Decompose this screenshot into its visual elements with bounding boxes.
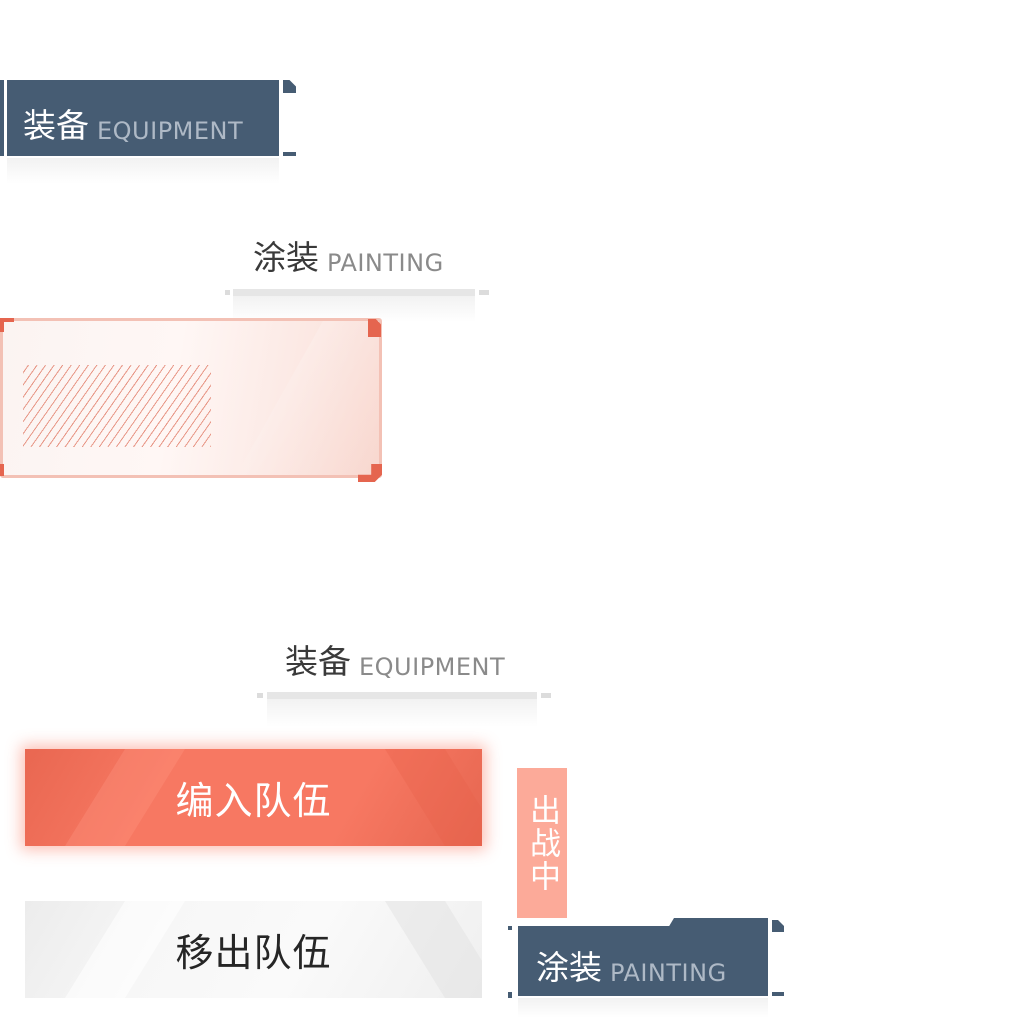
tab-underline-dot [257,693,263,698]
join-team-label: 编入队伍 [175,779,332,823]
frame-corner [0,318,4,332]
tab-corner-tick [508,926,512,930]
tab-label-en: PAINTING [327,249,444,277]
tab-underline-dot [541,693,551,698]
tab-corner-tick [772,920,784,932]
tab-label-cn: 涂装 [536,948,602,987]
tab-equipment-selected[interactable]: 装备 EQUIPMENT [0,78,300,184]
tab-corner-tick [283,80,296,93]
skin-slot-panel[interactable] [0,318,384,486]
tab-corner-tick [0,80,4,156]
panel-facet [233,321,379,475]
tab-shadow [233,296,475,322]
tab-underline [267,692,537,699]
in-battle-badge: 出战中 [517,768,567,918]
frame-corner [0,318,14,322]
tab-corner-tick [772,992,784,996]
tab-equipment-labels: 装备 EQUIPMENT [285,640,506,681]
leave-team-label: 移出队伍 [175,931,332,975]
tab-equipment-unselected[interactable]: 装备 EQUIPMENT [255,638,555,730]
tab-painting-unselected[interactable]: 涂装 PAINTING [225,234,495,324]
tab-label-cn: 涂装 [253,238,319,277]
diagonal-hatch-icon [23,365,211,447]
tab-underline-dot [225,290,230,295]
tab-shadow [518,998,768,1018]
in-battle-badge-text: 出战中 [524,793,560,893]
tab-painting-selected[interactable]: 涂装 PAINTING [508,918,784,1018]
tab-label-en: EQUIPMENT [97,117,244,145]
tab-label-en: PAINTING [610,959,727,987]
tab-painting-labels: 涂装 PAINTING [253,236,444,277]
tab-corner-tick [508,992,512,998]
button-facet [25,749,482,846]
skin-slot-frame [0,318,382,478]
tab-shadow [267,699,537,727]
tab-underline-dot [479,290,489,295]
tab-equipment-body: 装备 EQUIPMENT [7,80,279,156]
join-team-button[interactable]: 编入队伍 [25,749,482,846]
tab-underline [233,289,475,296]
frame-corner [368,319,381,337]
tab-corner-tick [283,152,296,156]
tab-label-cn: 装备 [285,642,351,681]
tab-label-cn: 装备 [23,106,89,145]
tab-shadow [7,158,279,184]
frame-corner [0,464,4,476]
tab-painting-body: 涂装 PAINTING [518,926,768,996]
leave-team-button[interactable]: 移出队伍 [25,901,482,998]
tab-corner-tick [668,918,768,928]
tab-label-en: EQUIPMENT [359,653,506,681]
